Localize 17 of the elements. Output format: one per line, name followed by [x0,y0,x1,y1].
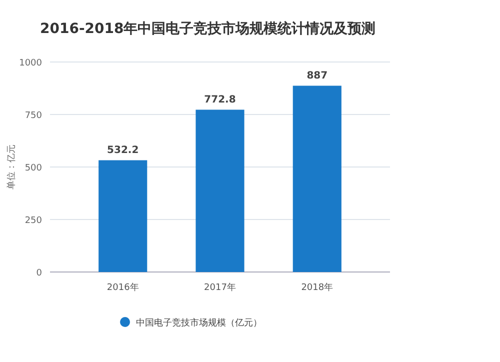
x-tick-label: 2016年 [106,282,139,293]
y-tick-label: 0 [36,268,42,278]
data-label: 772.8 [204,94,236,106]
y-axis-title: 单位：亿元 [6,144,17,190]
y-tick-label: 250 [24,216,42,226]
bar [98,160,148,272]
y-tick-label: 750 [24,111,42,121]
chart-title: 2016-2018年中国电子竞技市场规模统计情况及预测 [40,20,376,37]
data-label: 887 [306,70,328,82]
x-tick-label: 2017年 [204,282,236,293]
legend-label: 中国电子竞技市场规模（亿元） [136,318,262,328]
y-tick-label: 1000 [19,58,42,68]
data-label: 532.2 [107,145,139,156]
bar [196,110,244,272]
bar [292,86,342,272]
y-tick-label: 500 [24,164,42,174]
x-tick-label: 2018年 [301,282,334,293]
